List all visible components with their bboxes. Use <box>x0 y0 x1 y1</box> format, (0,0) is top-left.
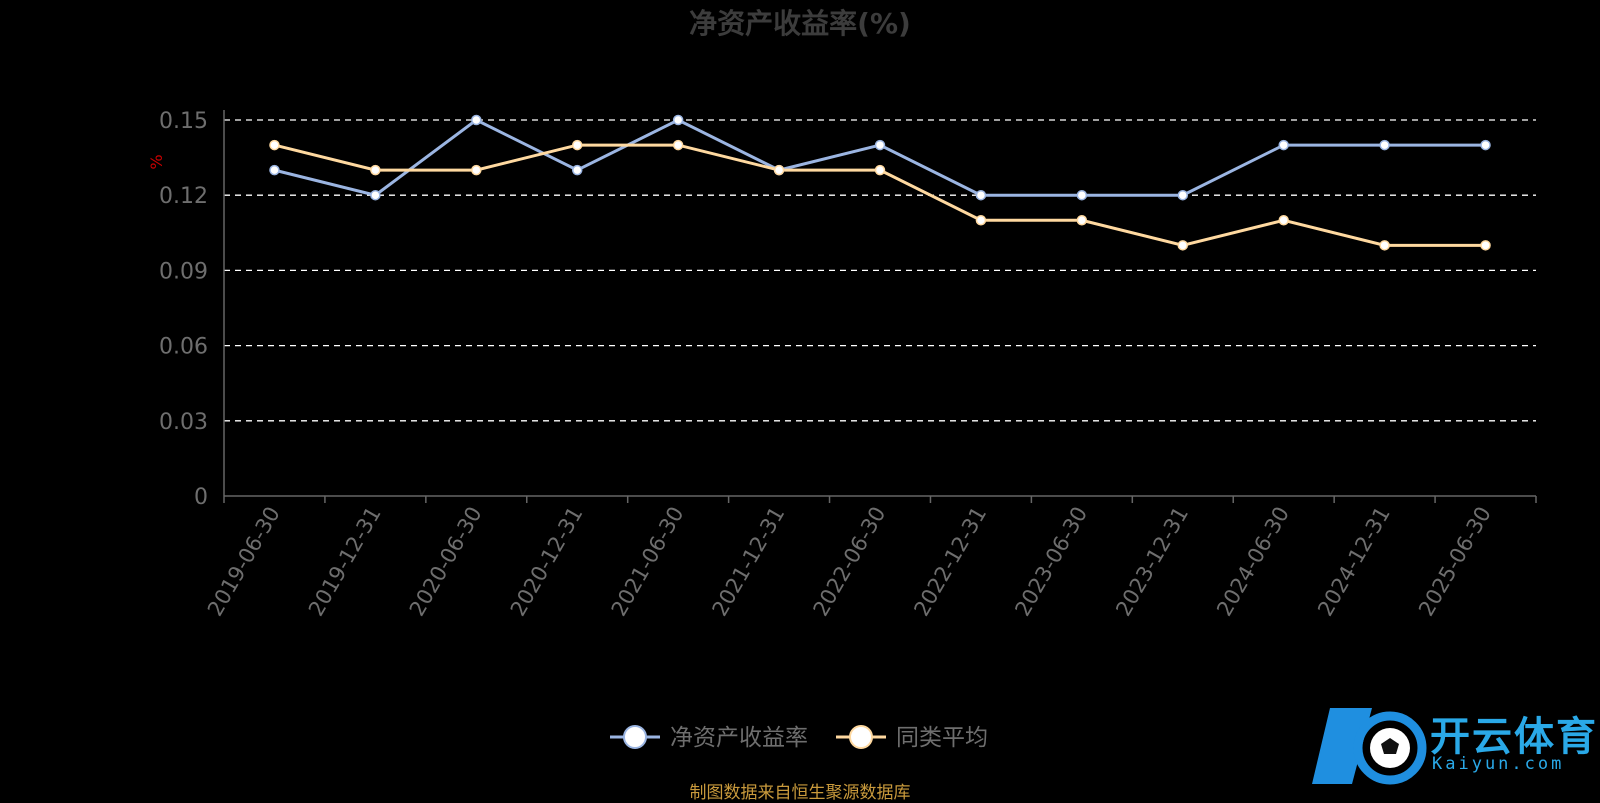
axes <box>223 110 1537 503</box>
logo-domain: Kaiyun.com <box>1432 754 1565 774</box>
data-point <box>471 164 482 176</box>
data-point <box>370 164 381 176</box>
grid-lines <box>224 119 1536 422</box>
kaiyun-logo: 开云体育 Kaiyun.com <box>1312 696 1600 796</box>
data-point <box>1278 139 1289 151</box>
legend-marker-1 <box>623 725 647 749</box>
soccer-ball-logo-icon <box>1312 708 1427 785</box>
x-tick-label: 2022-06-30 <box>809 503 891 621</box>
y-tick-label: 0.09 <box>159 259 208 284</box>
x-tick-label: 2024-06-30 <box>1212 503 1294 621</box>
data-point <box>1379 139 1390 151</box>
series-line-1 <box>274 118 1486 197</box>
legend-label-2: 同类平均 <box>896 725 988 751</box>
data-point <box>1379 240 1390 251</box>
chart-title: 净资产收益率(%) <box>689 7 911 40</box>
x-tick-label: 2023-06-30 <box>1010 503 1092 621</box>
data-point <box>1177 189 1189 201</box>
data-point <box>571 139 583 151</box>
logo-name: 开云体育 <box>1430 714 1598 760</box>
legend-label-1: 净资产收益率 <box>670 725 808 751</box>
x-tick-label: 2022-12-31 <box>909 503 991 621</box>
data-point <box>571 164 583 176</box>
x-tick-label: 2021-06-30 <box>607 503 689 621</box>
x-tick-label: 2019-12-31 <box>304 503 386 621</box>
legend: 净资产收益率 同类平均 <box>610 725 988 751</box>
y-tick-label: 0 <box>194 485 208 510</box>
data-point <box>1480 240 1491 251</box>
x-tick-label: 2021-12-31 <box>708 503 790 621</box>
y-tick-label: 0.06 <box>159 335 208 360</box>
data-point <box>471 114 482 126</box>
data-point <box>672 139 684 151</box>
y-axis-unit: % <box>147 154 166 169</box>
x-tick-label: 2019-06-30 <box>203 503 285 621</box>
data-point <box>672 114 684 126</box>
series-points <box>269 114 1491 251</box>
data-point <box>1076 215 1088 226</box>
data-point <box>1278 215 1289 226</box>
data-point <box>1177 240 1189 251</box>
data-point <box>269 164 280 176</box>
data-point <box>874 139 886 151</box>
x-tick-label: 2024-12-31 <box>1313 503 1395 621</box>
data-source-note: 制图数据来自恒生聚源数据库 <box>689 783 911 803</box>
data-point <box>1480 139 1491 151</box>
x-tick-label: 2023-12-31 <box>1111 503 1193 621</box>
data-point <box>773 164 785 176</box>
data-point <box>1076 189 1088 201</box>
data-point <box>975 215 987 226</box>
legend-marker-2 <box>849 725 873 749</box>
data-point <box>874 164 886 176</box>
x-tick-label: 2020-06-30 <box>405 503 487 621</box>
x-tick-label: 2025-06-30 <box>1414 503 1496 621</box>
series-lines <box>274 118 1486 247</box>
y-tick-label: 0.03 <box>159 410 208 435</box>
y-tick-label: 0.12 <box>159 184 208 209</box>
data-point <box>975 189 987 201</box>
data-point <box>269 139 280 151</box>
data-point <box>370 189 381 201</box>
y-tick-labels: 0 0.03 0.06 0.09 0.12 0.15 <box>159 109 208 510</box>
y-tick-label: 0.15 <box>159 109 208 134</box>
x-tick-labels: 2019-06-30 2019-12-31 2020-06-30 2020-12-31… <box>203 503 1496 621</box>
x-tick-label: 2020-12-31 <box>506 503 588 621</box>
